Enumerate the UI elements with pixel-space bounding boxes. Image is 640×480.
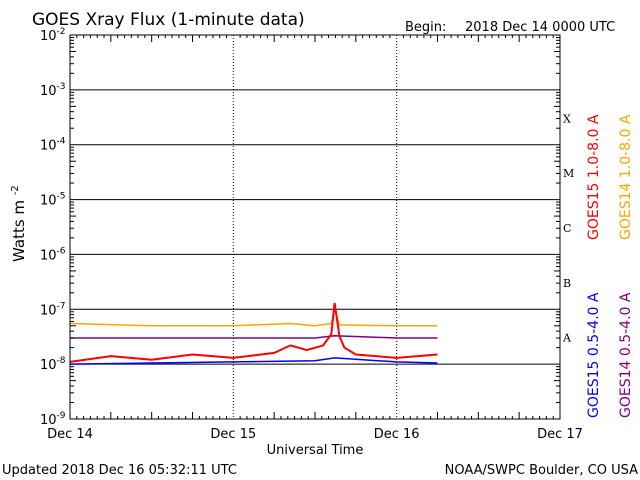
y-tick-base: 10 <box>40 303 57 318</box>
legend-entry: GOES15 0.5-4.0 A <box>586 292 602 418</box>
y-tick-label: 10-2 <box>40 27 66 44</box>
y-tick-exponent: -9 <box>57 411 66 421</box>
x-tick-label: Dec 14 <box>47 427 93 442</box>
x-tick-label: Dec 16 <box>374 427 420 442</box>
x-tick-label: Dec 17 <box>537 427 583 442</box>
y-axis-label: Watts m <box>10 200 28 262</box>
y-tick-exponent: -7 <box>57 301 66 311</box>
y-tick-base: 10 <box>40 139 57 154</box>
y-tick-label: 10-5 <box>40 192 66 209</box>
y-tick-label: 10-9 <box>40 411 66 428</box>
x-tick-label: Dec 15 <box>210 427 256 442</box>
flare-class-label: M <box>563 167 574 180</box>
series-line <box>70 334 438 339</box>
y-tick-base: 10 <box>40 358 57 373</box>
begin-value: 2018 Dec 14 0000 UTC <box>465 20 615 35</box>
flare-class-label: C <box>563 222 571 235</box>
flare-class-label: X <box>563 112 571 125</box>
y-tick-label: 10-7 <box>40 301 66 318</box>
y-tick-base: 10 <box>40 29 57 44</box>
chart-title: GOES Xray Flux (1-minute data) <box>32 10 305 30</box>
y-tick-label: 10-8 <box>40 356 66 373</box>
legend-entry: GOES15 1.0-8.0 A <box>586 114 602 240</box>
flare-class-label: A <box>562 332 572 345</box>
series-line <box>69 357 438 365</box>
y-tick-exponent: -6 <box>57 246 66 256</box>
y-tick-exponent: -2 <box>57 27 66 37</box>
y-tick-base: 10 <box>40 84 57 99</box>
begin-label: Begin: <box>405 20 446 35</box>
y-tick-exponent: -4 <box>57 137 66 147</box>
updated-timestamp: Updated 2018 Dec 16 05:32:11 UTC <box>2 463 237 478</box>
series-line <box>69 302 438 363</box>
y-tick-label: 10-6 <box>40 246 66 263</box>
legend-entry: GOES14 1.0-8.0 A <box>618 114 634 240</box>
grid-layer <box>70 35 560 419</box>
x-axis-title: Universal Time <box>267 443 364 458</box>
y-axis-label-exponent: -2 <box>10 185 21 195</box>
legend-entry: GOES14 0.5-4.0 A <box>618 292 634 418</box>
legend: GOES15 1.0-8.0 A GOES14 1.0-8.0 A GOES15 0… <box>586 114 634 418</box>
series-line <box>69 306 438 327</box>
y-tick-base: 10 <box>40 194 57 209</box>
y-tick-base: 10 <box>40 248 57 263</box>
y-tick-label: 10-3 <box>40 82 66 99</box>
y-axis-title: Watts m -2 <box>10 185 28 262</box>
y-tick-exponent: -5 <box>57 192 66 202</box>
y-tick-base: 10 <box>40 413 57 428</box>
series-layer <box>69 302 438 365</box>
y-tick-exponent: -3 <box>57 82 66 92</box>
y-tick-exponent: -8 <box>57 356 66 366</box>
flare-class-label: B <box>563 277 571 290</box>
y-tick-label: 10-4 <box>40 137 66 154</box>
credit-text: NOAA/SWPC Boulder, CO USA <box>445 463 638 478</box>
